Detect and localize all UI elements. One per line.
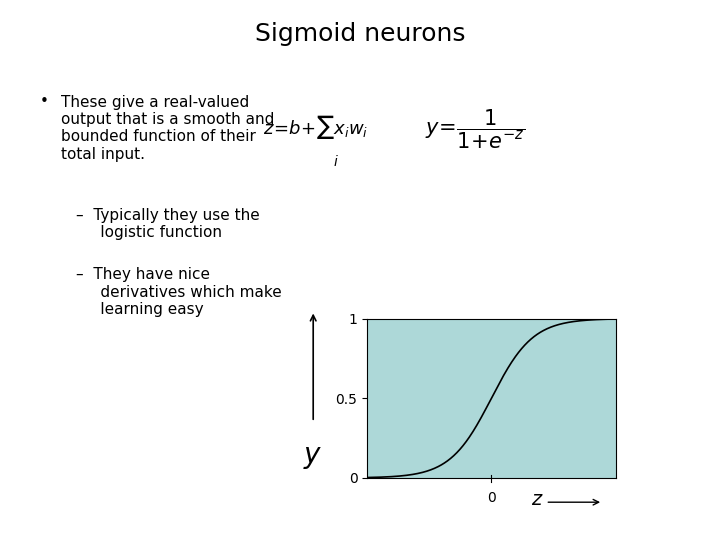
Text: •: •: [40, 94, 48, 110]
Text: Sigmoid neurons: Sigmoid neurons: [255, 22, 465, 45]
Text: $z$: $z$: [531, 490, 544, 509]
Text: These give a real-valued
output that is a smooth and
bounded function of their
t: These give a real-valued output that is …: [61, 94, 274, 161]
Text: $i$: $i$: [333, 154, 338, 169]
Text: $y$: $y$: [304, 443, 323, 471]
Text: –  Typically they use the
     logistic function: – Typically they use the logistic functi…: [76, 208, 259, 240]
Text: 0: 0: [487, 491, 496, 505]
Text: $z\!=\!b\!+\!\sum x_i w_i$: $z\!=\!b\!+\!\sum x_i w_i$: [263, 113, 368, 141]
Text: $y\!=\!\dfrac{1}{1\!+\!e^{-z}}$: $y\!=\!\dfrac{1}{1\!+\!e^{-z}}$: [425, 108, 525, 151]
Text: –  They have nice
     derivatives which make
     learning easy: – They have nice derivatives which make …: [76, 267, 282, 317]
